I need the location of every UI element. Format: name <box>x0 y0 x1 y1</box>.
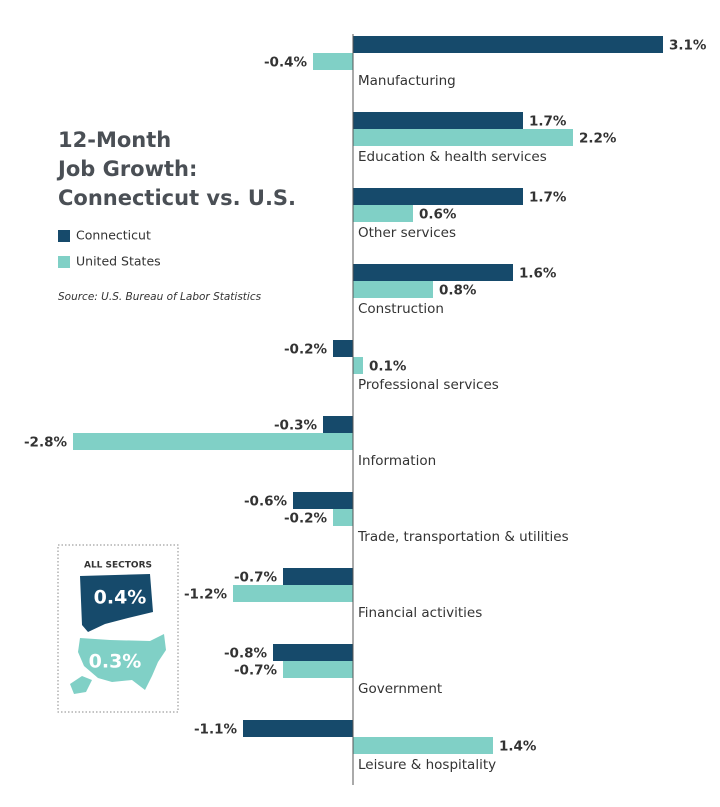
bar <box>353 264 513 281</box>
value-label: 1.7% <box>529 114 567 130</box>
bar <box>283 661 353 678</box>
bar <box>353 112 523 129</box>
category-label: Leisure & hospitality <box>358 757 496 773</box>
value-label: -0.2% <box>284 511 328 527</box>
summary-title: ALL SECTORS <box>84 561 152 571</box>
value-label: -0.2% <box>284 342 328 358</box>
value-label: 1.7% <box>529 190 567 206</box>
legend-swatch <box>58 230 70 242</box>
chart-title: Connecticut vs. U.S. <box>58 186 296 210</box>
value-label: -2.8% <box>24 435 68 451</box>
value-label: -1.2% <box>184 587 228 603</box>
value-label: 0.6% <box>419 207 457 223</box>
bar <box>333 340 353 357</box>
chart-title: Job Growth: <box>56 157 197 181</box>
value-label: 1.4% <box>499 739 537 755</box>
source-note: Source: U.S. Bureau of Labor Statistics <box>58 291 262 303</box>
connecticut-map <box>80 574 153 632</box>
category-label: Trade, transportation & utilities <box>357 529 569 545</box>
value-label: -0.8% <box>224 646 268 662</box>
value-label: -0.4% <box>264 55 308 71</box>
bar <box>353 188 523 205</box>
bar <box>353 357 363 374</box>
value-label: -0.3% <box>274 418 318 434</box>
bar <box>233 585 353 602</box>
bar <box>353 129 573 146</box>
category-label: Professional services <box>358 377 499 393</box>
bar <box>353 737 493 754</box>
category-label: Government <box>358 681 442 697</box>
bar <box>353 205 413 222</box>
summary-value: 0.4% <box>94 587 147 609</box>
value-label: 2.2% <box>579 131 617 147</box>
value-label: -0.6% <box>244 494 288 510</box>
legend-swatch <box>58 256 70 268</box>
value-label: 1.6% <box>519 266 557 282</box>
bar <box>243 720 353 737</box>
bar <box>353 36 663 53</box>
bar <box>293 492 353 509</box>
bar <box>283 568 353 585</box>
summary-value: 0.3% <box>89 651 142 673</box>
summary-box <box>57 544 179 713</box>
value-label: -0.7% <box>234 663 278 679</box>
category-label: Construction <box>358 301 444 317</box>
value-label: 3.1% <box>669 38 707 54</box>
bar <box>313 53 353 70</box>
category-label: Financial activities <box>358 605 482 621</box>
category-label: Education & health services <box>358 149 547 165</box>
legend-label: United States <box>76 254 161 269</box>
bar <box>73 433 353 450</box>
value-label: -1.1% <box>194 722 238 738</box>
value-label: 0.1% <box>369 359 407 375</box>
bar <box>333 509 353 526</box>
chart-title: 12-Month <box>58 128 171 152</box>
value-label: -0.7% <box>234 570 278 586</box>
legend-label: Connecticut <box>76 228 151 243</box>
bar <box>353 281 433 298</box>
category-label: Other services <box>358 225 456 241</box>
bar <box>273 644 353 661</box>
category-label: Manufacturing <box>358 73 456 89</box>
us-map <box>70 634 166 694</box>
category-label: Information <box>358 453 436 469</box>
bar <box>323 416 353 433</box>
value-label: 0.8% <box>439 283 477 299</box>
